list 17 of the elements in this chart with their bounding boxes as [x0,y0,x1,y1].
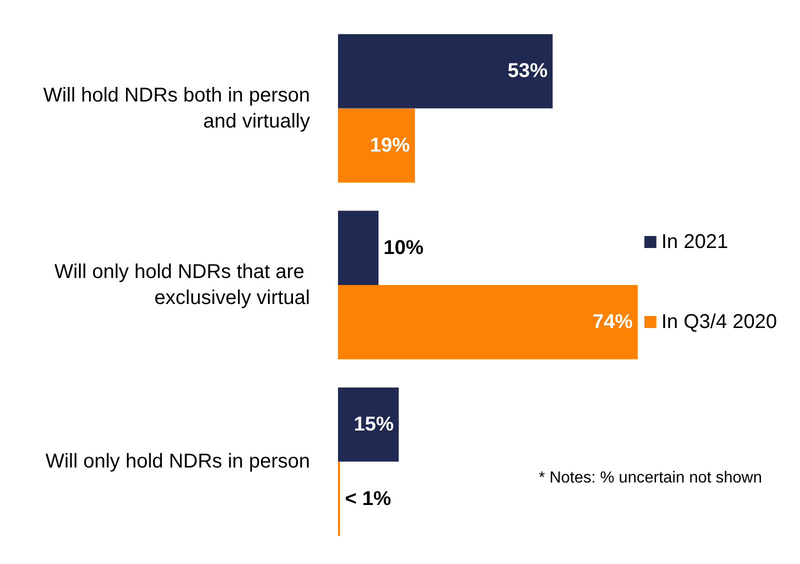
data-label: 19% [370,134,410,156]
bar [338,210,378,285]
data-label: 10% [384,236,424,259]
legend-label: In 2021 [661,231,728,253]
y-tick-label: Will only hold NDRs in person [45,450,310,473]
bar [338,108,415,183]
bar [338,34,553,108]
annotation: * Notes: % uncertain not shown [538,470,762,486]
y-tick-label: Will hold NDRs both in person and virtually [43,84,310,132]
legend-label: In Q3/4 2020 [661,311,778,333]
data-label: 53% [508,60,548,82]
bar [338,285,638,360]
data-label: 15% [354,414,394,436]
y-tick-label: Will only hold NDRs that are exclusively virtual [54,261,310,309]
data-label: 74% [592,311,633,334]
bar [338,387,399,462]
data-label: < 1% [345,488,392,510]
